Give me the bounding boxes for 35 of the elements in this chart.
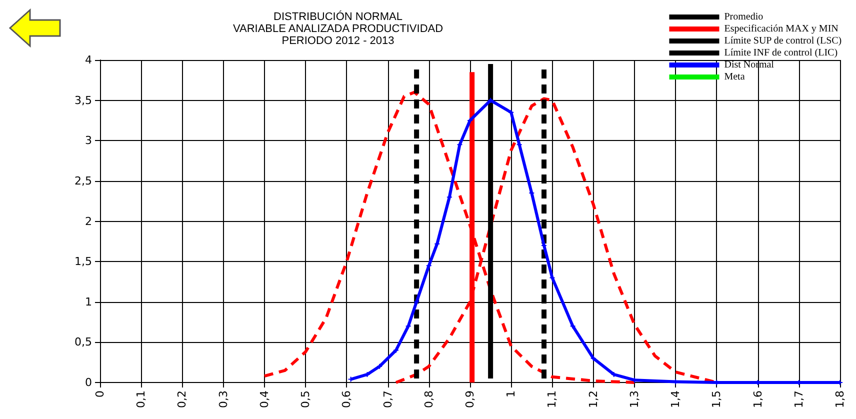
x-tick-label: 0,3	[216, 390, 230, 408]
x-tick-label: 1,4	[669, 390, 682, 408]
y-tick-label: 3	[85, 134, 92, 148]
y-tick-label: 4	[85, 54, 92, 66]
x-tick-label: 1,7	[792, 390, 806, 408]
y-tick-label: 2,5	[74, 174, 92, 188]
y-tick-label: 1	[85, 295, 92, 308]
x-tick-label: 1,2	[586, 390, 600, 408]
x-tick-label: 1,6	[751, 390, 764, 408]
legend-label: Especificación MAX y MIN	[724, 24, 838, 34]
y-tick-label: 0	[85, 376, 92, 390]
x-tick-label: 1,5	[710, 390, 724, 408]
chart-subtitle: VARIABLE ANALIZADA PRODUCTIVIDAD PERIODO 2012 - 2013	[232, 23, 444, 47]
x-tick-label: 1,3	[628, 390, 641, 408]
x-tick-label: 1,1	[546, 390, 559, 408]
y-tick-label: 0,5	[74, 336, 92, 349]
legend-label: Límite SUP de control (LSC)	[724, 36, 842, 46]
x-tick-label: 0,5	[299, 390, 312, 408]
x-tick-label: 0,7	[381, 390, 394, 408]
x-tick-label: 0,9	[464, 390, 476, 408]
x-tick-label: 1	[504, 390, 518, 398]
legend-label: Meta	[724, 72, 746, 82]
x-tick-label: 0,1	[134, 390, 148, 408]
legend-label: Límite INF de control (LIC)	[724, 48, 838, 58]
chart-title: DISTRIBUCIÓN NORMAL	[274, 10, 402, 23]
x-tick-label: 0,2	[176, 390, 189, 408]
x-tick-label: 0,8	[422, 390, 436, 408]
y-tick-label: 2	[85, 214, 92, 228]
x-tick-label: 0,4	[258, 390, 271, 408]
legend-label: Promedio	[724, 12, 764, 22]
y-tick-label: 1,5	[74, 255, 92, 268]
x-tick-label: 1,8	[834, 390, 846, 408]
x-tick-label: 0,6	[340, 390, 354, 408]
y-tick-label: 3,5	[74, 94, 92, 107]
x-tick-label: 0	[94, 390, 106, 398]
